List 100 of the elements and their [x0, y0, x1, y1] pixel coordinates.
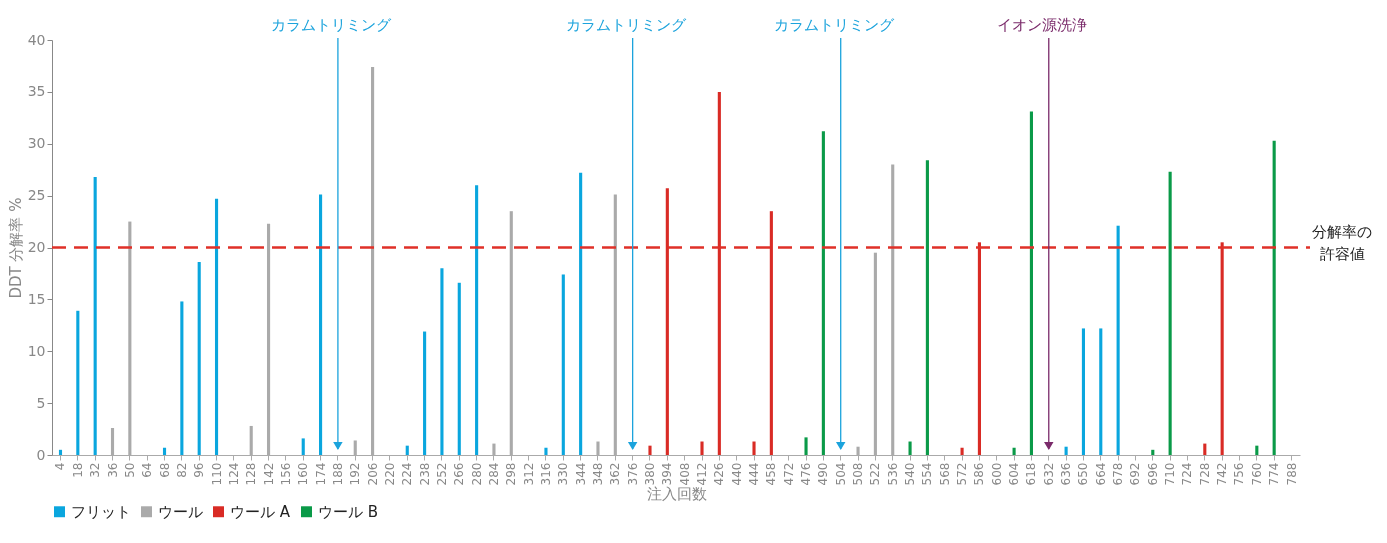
x-tick-label: 124: [226, 462, 241, 486]
x-tick-label: 444: [747, 462, 762, 486]
y-tick-label: 35: [27, 83, 46, 100]
bar: [214, 198, 219, 455]
ref-line-label: イオン源洗浄: [996, 16, 1087, 34]
x-tick-label: 696: [1145, 462, 1160, 486]
x-tick-label: 724: [1180, 462, 1195, 486]
x-tick-label: 128: [244, 462, 259, 486]
x-tick-label: 4: [53, 462, 68, 471]
bar: [1012, 447, 1016, 455]
x-tick-label: 472: [781, 462, 796, 486]
bar: [1272, 140, 1276, 455]
bar: [561, 274, 565, 455]
bar: [579, 172, 583, 455]
x-tick-label: 476: [799, 462, 814, 486]
x-tick-label: 504: [833, 462, 848, 486]
x-tick-label: 280: [469, 462, 484, 486]
x-tick-label: 224: [400, 462, 415, 486]
bar: [1064, 446, 1068, 455]
x-tick-label: 678: [1111, 462, 1126, 486]
ref-line-label: 分解率の許容値: [1312, 222, 1372, 263]
bar: [58, 449, 63, 455]
legend-label: ウール: [158, 502, 203, 521]
legend-label: フリット: [71, 502, 131, 521]
x-tick-label: 110: [209, 462, 224, 486]
x-tick-label: 192: [348, 462, 363, 486]
bar: [925, 160, 929, 455]
x-tick-label: 788: [1284, 462, 1299, 486]
bar: [752, 441, 756, 455]
bar: [180, 301, 184, 455]
x-tick-label: 692: [1128, 462, 1143, 486]
x-tick-label: 774: [1267, 462, 1282, 486]
y-tick-label: 40: [27, 31, 46, 48]
y-tick-label: 25: [27, 187, 46, 204]
x-tick-label: 618: [1024, 462, 1039, 486]
ref-line-label: カラムトリミング: [773, 16, 895, 34]
x-tick-label: 508: [851, 462, 866, 486]
bar: [405, 445, 409, 455]
ref-line-label: カラムトリミング: [270, 16, 392, 34]
x-tick-label: 636: [1059, 462, 1074, 486]
x-tick-label: 298: [504, 462, 519, 486]
x-tick-label: 380: [642, 462, 657, 486]
x-tick-label: 348: [590, 462, 605, 486]
y-tick-label: 30: [27, 135, 46, 152]
x-tick-label: 238: [417, 462, 432, 486]
x-tick-label: 760: [1249, 462, 1264, 486]
bar: [76, 310, 80, 455]
bar: [1116, 225, 1120, 455]
x-tick-label: 568: [937, 462, 952, 486]
x-tick-label: 32: [88, 462, 103, 478]
x-tick-label: 330: [556, 462, 571, 486]
x-tick-label: 344: [573, 462, 588, 486]
x-tick-label: 632: [1041, 462, 1056, 486]
x-tick-label: 440: [729, 462, 744, 486]
bar: [908, 441, 912, 455]
x-tick-label: 604: [1007, 462, 1022, 486]
y-tick-label: 5: [36, 394, 46, 411]
bar: [423, 331, 427, 455]
x-tick-label: 96: [192, 462, 207, 478]
bar: [93, 176, 97, 455]
x-tick-label: 142: [261, 462, 276, 486]
y-tick-label: 20: [27, 239, 46, 255]
x-tick-label: 36: [105, 462, 120, 478]
x-tick-label: 252: [434, 462, 449, 486]
y-tick-label: 0: [36, 446, 46, 463]
y-tick-label: 10: [27, 342, 46, 359]
x-tick-label: 664: [1093, 462, 1108, 486]
x-tick-label: 82: [174, 462, 189, 478]
bar: [440, 268, 444, 455]
bar: [960, 447, 964, 455]
bar: [1151, 449, 1155, 455]
bar: [1168, 171, 1172, 455]
x-tick-label: 64: [140, 462, 155, 478]
x-tick-label: 312: [521, 462, 536, 486]
bar: [475, 185, 479, 455]
x-tick-label: 650: [1076, 462, 1091, 486]
x-tick-label: 728: [1197, 462, 1212, 486]
y-tick-label: 15: [27, 290, 46, 307]
x-tick-label: 710: [1163, 462, 1178, 486]
x-tick-label: 408: [677, 462, 692, 486]
x-tick-label: 284: [486, 462, 501, 486]
x-tick-label: 522: [868, 462, 883, 486]
x-tick-label: 266: [452, 462, 467, 486]
bar: [457, 282, 461, 455]
bar: [1081, 328, 1086, 455]
x-axis-title: 注入回数: [646, 485, 707, 504]
x-tick-label: 458: [764, 462, 779, 486]
x-tick-label: 316: [538, 462, 553, 486]
x-tick-label: 600: [989, 462, 1004, 486]
x-tick-label: 68: [157, 462, 172, 478]
x-tick-label: 490: [816, 462, 831, 486]
x-tick-label: 394: [660, 462, 675, 486]
bar: [197, 262, 201, 455]
bar: [700, 441, 704, 455]
bar: [821, 131, 825, 455]
bar: [544, 447, 548, 455]
x-tick-label: 220: [382, 462, 397, 486]
legend-label: ウール B: [318, 502, 379, 521]
x-tick-label: 742: [1215, 462, 1230, 486]
x-tick-label: 50: [122, 462, 137, 478]
